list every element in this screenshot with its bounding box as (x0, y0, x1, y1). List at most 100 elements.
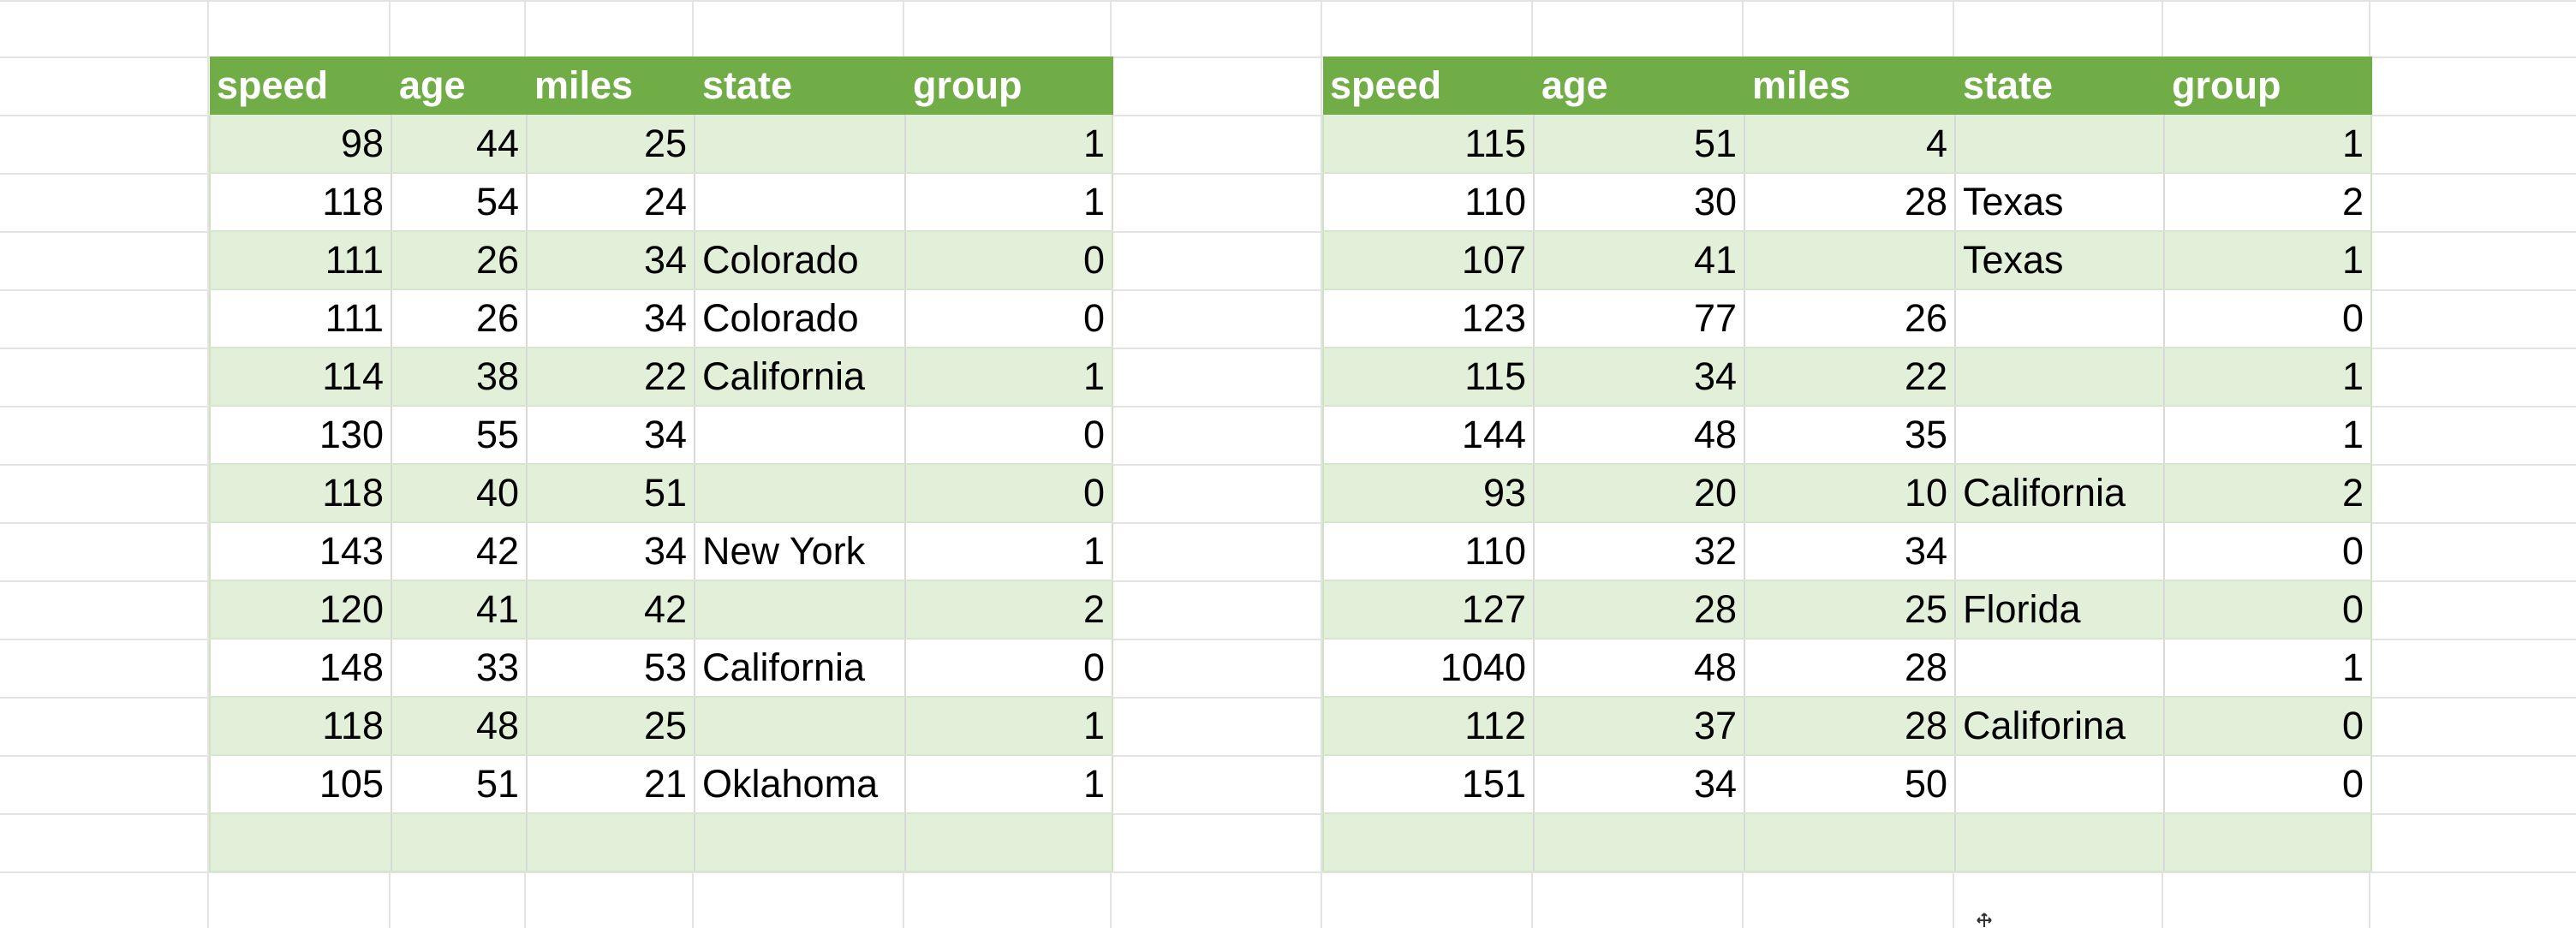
cell-state[interactable]: Califorina (1955, 697, 2165, 756)
cell-group[interactable]: 1 (905, 522, 1113, 581)
cell-group[interactable]: 1 (905, 348, 1113, 407)
cell-group[interactable]: 1 (905, 173, 1113, 232)
cell-age[interactable]: 48 (1534, 639, 1745, 698)
cell-group[interactable]: 2 (2164, 464, 2372, 523)
header-state[interactable]: state (1955, 57, 2165, 115)
cell-state[interactable] (695, 115, 906, 174)
cell-state[interactable] (1955, 289, 2165, 348)
cell-miles[interactable]: 34 (1744, 522, 1956, 581)
cell-miles[interactable]: 25 (527, 115, 695, 174)
cell-state[interactable] (1955, 348, 2165, 407)
header-age[interactable]: age (1534, 57, 1745, 115)
cell-speed[interactable]: 151 (1322, 755, 1535, 814)
cell-speed[interactable]: 123 (1322, 289, 1535, 348)
cell-state[interactable]: California (1955, 464, 2165, 523)
cell-state[interactable] (1955, 813, 2165, 872)
cell-age[interactable]: 26 (391, 231, 528, 290)
cell-group[interactable] (2164, 813, 2372, 872)
cell-age[interactable]: 26 (391, 289, 528, 348)
cell-miles[interactable]: 53 (527, 639, 695, 698)
cell-age[interactable] (391, 813, 528, 872)
cell-group[interactable]: 0 (2164, 522, 2372, 581)
cell-age[interactable]: 28 (1534, 580, 1745, 639)
cell-group[interactable]: 0 (2164, 289, 2372, 348)
cell-speed[interactable]: 130 (209, 406, 392, 465)
cell-state[interactable] (695, 464, 906, 523)
cell-state[interactable]: Colorado (695, 231, 906, 290)
cell-age[interactable] (1534, 813, 1745, 872)
cell-miles[interactable]: 34 (527, 289, 695, 348)
cell-speed[interactable]: 93 (1322, 464, 1535, 523)
cell-speed[interactable] (1322, 813, 1535, 872)
cell-speed[interactable]: 118 (209, 464, 392, 523)
cell-age[interactable]: 38 (391, 348, 528, 407)
header-group[interactable]: group (905, 57, 1113, 115)
cell-state[interactable] (695, 173, 906, 232)
cell-miles[interactable]: 51 (527, 464, 695, 523)
cell-state[interactable] (695, 406, 906, 465)
cell-age[interactable]: 37 (1534, 697, 1745, 756)
cell-state[interactable]: California (695, 348, 906, 407)
cell-speed[interactable]: 144 (1322, 406, 1535, 465)
cell-group[interactable]: 0 (905, 231, 1113, 290)
cell-speed[interactable]: 111 (209, 231, 392, 290)
cell-group[interactable]: 1 (905, 755, 1113, 814)
cell-state[interactable] (695, 580, 906, 639)
cell-age[interactable]: 41 (391, 580, 528, 639)
cell-group[interactable]: 1 (905, 115, 1113, 174)
cell-group[interactable]: 1 (2164, 348, 2372, 407)
cell-group[interactable]: 0 (905, 289, 1113, 348)
cell-age[interactable]: 41 (1534, 231, 1745, 290)
cell-speed[interactable]: 118 (209, 173, 392, 232)
cell-speed[interactable] (209, 813, 392, 872)
header-state[interactable]: state (695, 57, 906, 115)
cell-speed[interactable]: 112 (1322, 697, 1535, 756)
cell-age[interactable]: 40 (391, 464, 528, 523)
cell-miles[interactable]: 10 (1744, 464, 1956, 523)
cell-miles[interactable]: 34 (527, 522, 695, 581)
cell-miles[interactable]: 42 (527, 580, 695, 639)
cell-age[interactable]: 44 (391, 115, 528, 174)
cell-state[interactable]: Oklahoma (695, 755, 906, 814)
cell-speed[interactable]: 105 (209, 755, 392, 814)
cell-group[interactable]: 1 (2164, 406, 2372, 465)
cell-age[interactable]: 30 (1534, 173, 1745, 232)
cell-state[interactable]: Texas (1955, 231, 2165, 290)
cell-speed[interactable]: 118 (209, 697, 392, 756)
cell-state[interactable]: California (695, 639, 906, 698)
cell-state[interactable] (1955, 639, 2165, 698)
cell-state[interactable]: Florida (1955, 580, 2165, 639)
cell-age[interactable]: 48 (391, 697, 528, 756)
header-speed[interactable]: speed (210, 57, 392, 115)
cell-speed[interactable]: 143 (209, 522, 392, 581)
cell-state[interactable]: Texas (1955, 173, 2165, 232)
cell-miles[interactable]: 35 (1744, 406, 1956, 465)
header-group[interactable]: group (2164, 57, 2372, 115)
cell-speed[interactable]: 115 (1322, 115, 1535, 174)
cell-speed[interactable]: 114 (209, 348, 392, 407)
header-speed[interactable]: speed (1323, 57, 1535, 115)
cell-speed[interactable]: 110 (1322, 522, 1535, 581)
cell-group[interactable]: 1 (2164, 115, 2372, 174)
cell-state[interactable] (1955, 755, 2165, 814)
cell-state[interactable] (1955, 406, 2165, 465)
cell-age[interactable]: 34 (1534, 348, 1745, 407)
cell-group[interactable]: 2 (905, 580, 1113, 639)
cell-miles[interactable]: 28 (1744, 173, 1956, 232)
cell-miles[interactable] (1744, 813, 1956, 872)
cell-group[interactable]: 0 (905, 406, 1113, 465)
header-miles[interactable]: miles (1744, 57, 1956, 115)
cell-miles[interactable]: 28 (1744, 639, 1956, 698)
header-age[interactable]: age (391, 57, 528, 115)
cell-state[interactable] (695, 697, 906, 756)
cell-miles[interactable]: 34 (527, 406, 695, 465)
cell-miles[interactable]: 24 (527, 173, 695, 232)
cell-speed[interactable]: 111 (209, 289, 392, 348)
cell-group[interactable]: 1 (2164, 231, 2372, 290)
cell-miles[interactable]: 22 (527, 348, 695, 407)
cell-age[interactable]: 55 (391, 406, 528, 465)
cell-state[interactable] (695, 813, 906, 872)
cell-state[interactable] (1955, 522, 2165, 581)
cell-miles[interactable]: 21 (527, 755, 695, 814)
cell-group[interactable]: 0 (905, 464, 1113, 523)
